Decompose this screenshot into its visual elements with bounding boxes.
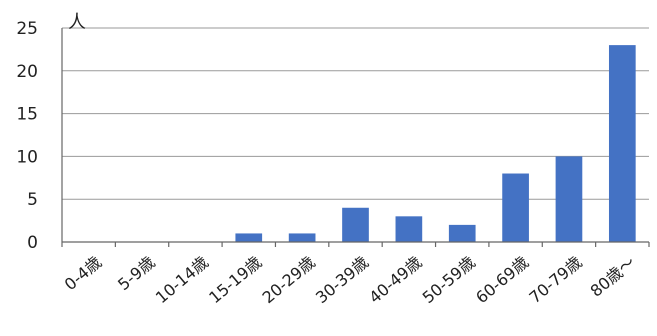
bar (608, 45, 636, 243)
x-tick-label: 30-39歳 (312, 253, 372, 308)
x-tick-label: 20-29歳 (259, 253, 319, 308)
x-tick-label: 60-69歳 (472, 253, 532, 308)
y-tick-labels: 0 5 10 15 20 25 (16, 19, 38, 253)
y-tick-label: 20 (16, 62, 38, 82)
bar (502, 173, 529, 242)
bar (288, 233, 316, 242)
axes (61, 28, 650, 247)
y-tick-label: 0 (27, 233, 38, 253)
bar (342, 207, 369, 242)
x-tick-label: 0-4歳 (61, 253, 105, 295)
y-tick-label: 25 (16, 19, 38, 39)
bar (555, 156, 583, 242)
x-tick-label: 15-19歳 (205, 253, 265, 308)
gridlines (62, 27, 649, 200)
x-tick-label: 40-49歳 (365, 253, 425, 308)
x-tick-label: 80歳～ (587, 253, 639, 301)
y-unit-label: 人 (68, 12, 86, 33)
y-tick-label: 10 (16, 147, 38, 167)
x-tick-label: 70-79歳 (525, 253, 585, 308)
x-tick-label: 50-59歳 (419, 253, 479, 308)
y-tick-label: 15 (16, 105, 38, 125)
x-tick-label: 10-14歳 (152, 253, 212, 308)
bar (395, 216, 423, 242)
bar (235, 233, 263, 242)
y-tick-label: 5 (27, 190, 38, 210)
bars (235, 45, 636, 243)
x-tick-labels: 0-4歳 5-9歳10-14歳15-19歳20-29歳30-39歳40-49歳50… (61, 253, 639, 308)
x-tick-label: 5-9歳 (114, 253, 158, 295)
bar (448, 224, 476, 242)
